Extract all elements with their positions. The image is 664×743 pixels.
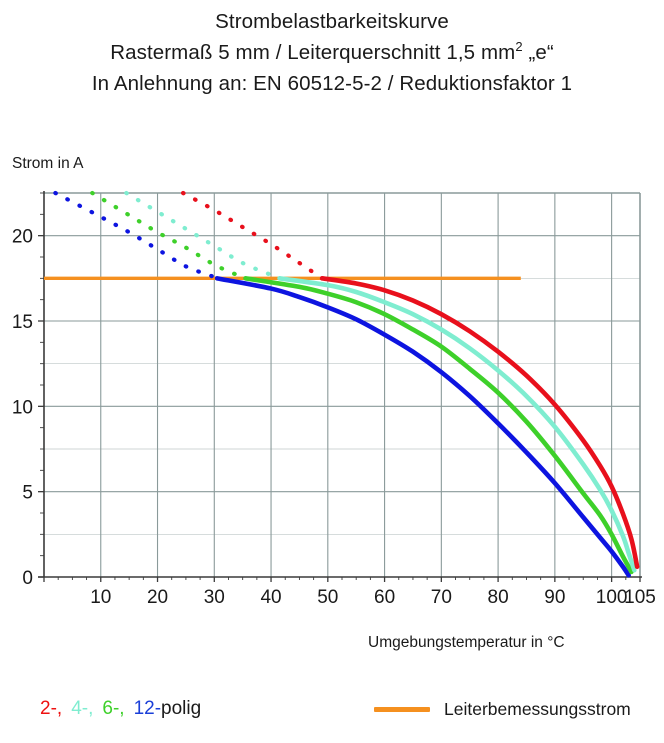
legend-item-4-polig: 4-, xyxy=(71,698,94,719)
series-dotted-6-polig xyxy=(90,190,248,281)
title-line-2: Rastermaß 5 mm / Leiterquerschnitt 1,5 m… xyxy=(0,37,664,68)
x-tick-label: 80 xyxy=(488,587,509,608)
x-tick-label: 30 xyxy=(204,587,225,608)
legend-polig-suffix: polig xyxy=(161,698,202,719)
title-line-1: Strombelastbarkeitskurve xyxy=(215,10,449,33)
chart-title-block: Strombelastbarkeitskurve Rastermaß 5 mm … xyxy=(0,0,664,99)
y-tick-label: 15 xyxy=(12,312,33,333)
x-tick-label: 100 xyxy=(596,587,628,608)
y-tick-label: 10 xyxy=(12,397,33,418)
series-dotted-2-polig xyxy=(180,190,325,281)
legend-item-6-polig: 6-, xyxy=(102,698,125,719)
series-dotted-extensions xyxy=(53,190,325,281)
x-tick-label: 70 xyxy=(431,587,452,608)
series-curve-12-polig xyxy=(214,276,631,578)
series-solid-curves xyxy=(214,276,640,578)
title-line-3: In Anlehnung an: EN 60512-5-2 / Reduktio… xyxy=(91,72,573,95)
series-curve-2-polig xyxy=(319,276,640,570)
rated-current-swatch-icon xyxy=(374,706,430,712)
legend-rated-current: Leiterbemessungsstrom xyxy=(374,696,631,722)
y-tick-label: 5 xyxy=(22,483,33,504)
legend-item-12-polig: 12- xyxy=(133,698,162,719)
x-tick-label: 90 xyxy=(544,587,565,608)
series-curve-6-polig xyxy=(243,276,634,575)
y-axis-caption: Strom in A xyxy=(12,155,84,172)
x-tick-label: 40 xyxy=(260,587,281,608)
x-tick-label: 20 xyxy=(147,587,168,608)
y-tick-label: 0 xyxy=(22,568,33,589)
series-curve-4-polig xyxy=(277,276,637,573)
x-axis-caption: Umgebungstemperatur in °C xyxy=(368,634,565,651)
title-line-2-suffix: „e“ xyxy=(522,41,554,64)
plot-frame xyxy=(38,191,642,578)
grid-major-lines xyxy=(44,193,640,577)
legend-rated-current-label: Leiterbemessungsstrom xyxy=(444,699,631,719)
y-tick-label: 20 xyxy=(12,227,33,248)
legend-series-group: 2-, 4-, 6-, 12-polig xyxy=(40,696,201,722)
chart-legend: 2-, 4-, 6-, 12-polig Leiterbemessungsstrom xyxy=(0,696,664,730)
x-tick-label: 10 xyxy=(90,587,111,608)
title-line-2-text: Rastermaß 5 mm / Leiterquerschnitt 1,5 m… xyxy=(110,41,516,64)
title-superscript: 2 xyxy=(515,39,523,55)
x-tick-label: 50 xyxy=(317,587,338,608)
axis-ticks xyxy=(38,192,641,582)
legend-item-2-polig: 2-, xyxy=(40,698,63,719)
x-tick-label: 105 xyxy=(624,587,656,608)
x-tick-label: 60 xyxy=(374,587,395,608)
